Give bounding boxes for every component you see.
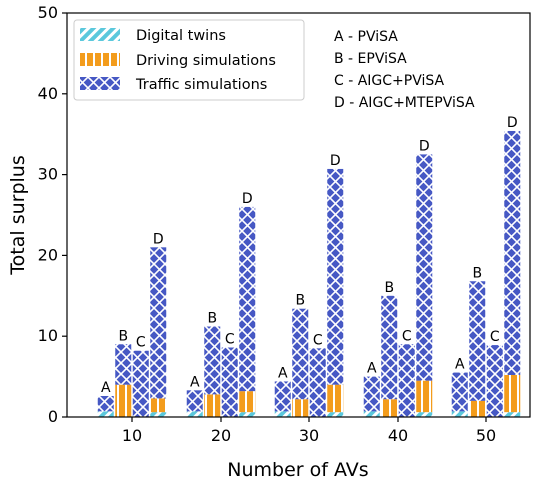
bar-traffic-simulations-40-d: [416, 154, 432, 380]
bar-digital-twins-50-a: [452, 411, 468, 417]
bar-traffic-simulations-40-c: [399, 344, 415, 417]
bar-traffic-simulations-20-a: [187, 390, 203, 411]
legend-swatch-driving-simulations: [80, 53, 120, 66]
bar-traffic-simulations-20-c: [222, 348, 238, 417]
bar-traffic-simulations-50-d: [504, 131, 520, 375]
scheme-notes: A - PViSA B - EPViSA C - AIGC+PViSA D - …: [334, 29, 475, 111]
bar-traffic-simulations-10-a: [98, 396, 114, 411]
bar-digital-twins-10-a: [98, 411, 114, 417]
legend-label-traffic-simulations: Traffic simulations: [135, 77, 267, 93]
bar-label-50-b: B: [472, 265, 482, 281]
bar-traffic-simulations-30-c: [310, 348, 326, 417]
bar-digital-twins-40-a: [364, 411, 380, 417]
bar-traffic-simulations-20-b: [204, 327, 220, 395]
bar-driving-simulations-20-b: [204, 394, 220, 417]
bar-label-30-d: D: [330, 153, 341, 169]
bar-label-10-c: C: [136, 335, 146, 351]
bar-traffic-simulations-30-d: [327, 169, 343, 385]
y-tick-label: 50: [38, 3, 58, 22]
bar-traffic-simulations-30-b: [292, 309, 308, 399]
bar-digital-twins-20-d: [239, 412, 255, 417]
bar-traffic-simulations-40-b: [381, 296, 397, 399]
bar-traffic-simulations-10-b: [115, 344, 131, 384]
y-tick-label: 20: [38, 245, 58, 264]
bar-digital-twins-40-d: [416, 412, 432, 417]
bar-driving-simulations-30-b: [292, 399, 308, 417]
legend-label-driving-simulations: Driving simulations: [136, 53, 276, 69]
bar-driving-simulations-10-d: [150, 398, 166, 412]
bar-label-40-c: C: [402, 328, 412, 344]
scheme-note-d: D - AIGC+MTEPViSA: [334, 95, 475, 111]
bar-label-20-b: B: [207, 311, 217, 327]
legend-label-digital-twins: Digital twins: [136, 28, 226, 44]
bar-driving-simulations-10-b: [115, 385, 131, 417]
bar-traffic-simulations-10-c: [133, 351, 149, 417]
y-tick-label: 30: [38, 165, 58, 184]
bar-label-10-b: B: [118, 328, 128, 344]
bar-traffic-simulations-50-c: [487, 345, 503, 417]
bar-label-30-a: A: [278, 365, 288, 381]
y-tick-label: 0: [48, 407, 58, 426]
y-tick-label: 40: [38, 84, 58, 103]
bar-label-50-c: C: [490, 329, 500, 345]
legend: Digital twins Driving simulations Traffi…: [74, 20, 304, 100]
bar-traffic-simulations-40-a: [364, 377, 380, 412]
bar-driving-simulations-40-d: [416, 381, 432, 413]
bar-digital-twins-10-d: [150, 412, 166, 417]
bar-digital-twins-50-d: [504, 412, 520, 417]
legend-swatch-digital-twins: [80, 28, 120, 41]
y-axis-title: Total surplus: [7, 155, 29, 275]
scheme-note-a: A - PViSA: [334, 29, 398, 45]
bar-label-10-a: A: [101, 380, 111, 396]
x-tick-label: 20: [211, 426, 231, 445]
y-tick-label: 10: [38, 326, 58, 345]
legend-swatch-traffic-simulations: [80, 77, 120, 90]
scheme-note-c: C - AIGC+PViSA: [334, 73, 445, 89]
bar-traffic-simulations-50-a: [452, 373, 468, 412]
bar-traffic-simulations-30-a: [275, 381, 291, 411]
bar-label-40-d: D: [419, 138, 430, 154]
bar-digital-twins-30-a: [275, 411, 291, 417]
bar-label-20-c: C: [225, 332, 235, 348]
bar-driving-simulations-30-d: [327, 385, 343, 412]
x-tick-label: 40: [388, 426, 408, 445]
bar-label-50-d: D: [507, 115, 518, 131]
bar-driving-simulations-50-b: [469, 401, 485, 417]
bar-driving-simulations-20-d: [239, 391, 255, 412]
x-axis-title: Number of AVs: [227, 459, 368, 481]
bar-traffic-simulations-10-d: [150, 247, 166, 398]
bar-traffic-simulations-20-d: [239, 207, 255, 391]
bar-digital-twins-30-d: [327, 412, 343, 417]
bar-label-20-a: A: [190, 374, 200, 390]
bar-driving-simulations-50-d: [504, 375, 520, 412]
bar-digital-twins-20-a: [187, 411, 203, 417]
bar-label-50-a: A: [455, 357, 465, 373]
bar-traffic-simulations-50-b: [469, 281, 485, 401]
bar-label-10-d: D: [153, 231, 164, 247]
bar-label-20-d: D: [242, 191, 253, 207]
bar-driving-simulations-40-b: [381, 399, 397, 417]
bar-label-40-a: A: [367, 361, 377, 377]
bar-label-40-b: B: [384, 280, 394, 296]
bar-label-30-b: B: [295, 293, 305, 309]
x-tick-label: 30: [299, 426, 319, 445]
scheme-note-b: B - EPViSA: [334, 51, 407, 67]
bar-label-30-c: C: [313, 332, 323, 348]
x-tick-label: 50: [476, 426, 496, 445]
x-tick-label: 10: [122, 426, 142, 445]
